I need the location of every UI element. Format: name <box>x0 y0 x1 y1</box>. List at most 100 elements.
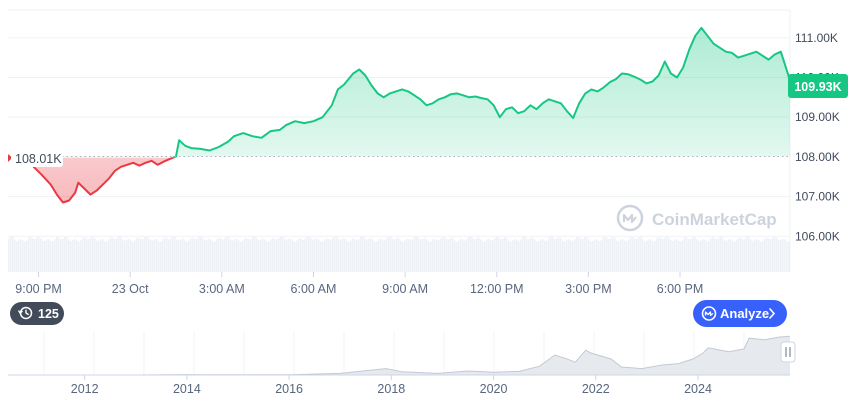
volume-bar <box>58 237 60 272</box>
volume-bar <box>108 239 110 272</box>
volume-bar <box>740 237 742 272</box>
volume-bar <box>720 236 722 272</box>
navigator-handle[interactable] <box>780 341 796 363</box>
volume-bar <box>742 239 744 272</box>
volume-bar <box>576 236 578 272</box>
volume-bar <box>600 240 602 272</box>
watermark-text: CoinMarketCap <box>652 210 777 229</box>
volume-bar <box>48 239 50 272</box>
volume-bar <box>24 241 26 272</box>
volume-bar <box>536 241 538 272</box>
volume-bar <box>300 238 302 272</box>
volume-bar <box>654 240 656 272</box>
volume-bar <box>190 238 192 272</box>
volume-bar <box>628 239 630 272</box>
volume-bar <box>204 240 206 272</box>
volume-bar <box>42 240 44 272</box>
volume-bar <box>632 237 634 272</box>
volume-bar <box>450 237 452 272</box>
volume-bar <box>782 239 784 272</box>
navigator-tick-label-3: 2018 <box>377 382 405 396</box>
volume-bar <box>766 237 768 272</box>
volume-bar <box>498 237 500 272</box>
volume-bar <box>128 238 130 272</box>
current-price-text: 109.93K <box>794 80 841 94</box>
volume-bar <box>52 241 54 272</box>
volume-bar <box>594 239 596 272</box>
volume-bar <box>486 239 488 272</box>
volume-bar <box>518 240 520 272</box>
volume-bar <box>744 238 746 272</box>
y-tick-label-2: 109.00K <box>795 110 840 124</box>
volume-bar <box>674 239 676 272</box>
volume-bar <box>478 237 480 272</box>
volume-bar <box>770 239 772 272</box>
volume-bar <box>280 236 282 272</box>
reference-price-text: 108.01K <box>15 152 62 166</box>
volume-bar <box>702 238 704 272</box>
volume-bar <box>18 240 20 272</box>
volume-bar <box>78 241 80 272</box>
volume-bar <box>598 240 600 272</box>
volume-bar <box>396 237 398 272</box>
range-navigator[interactable]: 2012 2014 2016 2018 2020 2022 2024 <box>8 332 796 396</box>
volume-bar <box>322 241 324 272</box>
volume-bar <box>180 239 182 272</box>
volume-bar <box>122 239 124 272</box>
volume-bar <box>110 237 112 272</box>
volume-bar <box>460 238 462 272</box>
volume-bar <box>64 236 66 272</box>
volume-bar <box>648 239 650 272</box>
volume-bar <box>652 241 654 272</box>
volume-bar <box>670 240 672 272</box>
volume-bar <box>424 237 426 272</box>
analyze-label: Analyze <box>720 306 769 321</box>
volume-bar <box>582 238 584 272</box>
x-tick-label-5: 12:00 PM <box>470 282 524 296</box>
volume-bar <box>562 240 564 272</box>
volume-bar <box>228 236 230 272</box>
volume-bar <box>564 241 566 272</box>
volume-bar <box>206 239 208 272</box>
volume-bar <box>428 241 430 272</box>
volume-bar <box>350 240 352 272</box>
volume-bar <box>590 241 592 272</box>
volume-bar <box>92 236 94 272</box>
volume-bar <box>170 238 172 272</box>
volume-bar <box>40 238 42 272</box>
analyze-button[interactable]: Analyze <box>693 300 787 327</box>
volume-bar <box>86 238 88 272</box>
volume-bar <box>622 239 624 272</box>
volume-bar <box>172 236 174 272</box>
volume-bar <box>444 237 446 272</box>
volume-bar <box>620 239 622 272</box>
navigator-tick-label-0: 2012 <box>71 382 99 396</box>
volume-bar <box>212 241 214 272</box>
volume-bar <box>254 236 256 272</box>
volume-bar <box>226 236 228 272</box>
volume-bar <box>388 236 390 272</box>
volume-bar <box>100 239 102 272</box>
volume-bar <box>260 239 262 272</box>
volume-bar <box>678 240 680 272</box>
volume-bar <box>198 236 200 272</box>
volume-bar <box>392 239 394 272</box>
volume-bar <box>74 238 76 272</box>
volume-bar <box>242 240 244 272</box>
volume-bar <box>512 240 514 272</box>
volume-bar <box>774 236 776 272</box>
volume-bar <box>334 236 336 272</box>
history-badge[interactable]: 125 <box>10 302 64 325</box>
analyze-icon <box>701 306 717 321</box>
volume-bar <box>520 239 522 272</box>
volume-bar <box>764 238 766 272</box>
volume-bar <box>358 239 360 272</box>
y-tick-label-0: 111.00K <box>795 31 838 45</box>
y-tick-label-4: 107.00K <box>795 190 840 204</box>
volume-bar <box>662 239 664 272</box>
volume-bar <box>210 239 212 272</box>
volume-bar <box>12 237 14 272</box>
volume-bar <box>276 239 278 272</box>
